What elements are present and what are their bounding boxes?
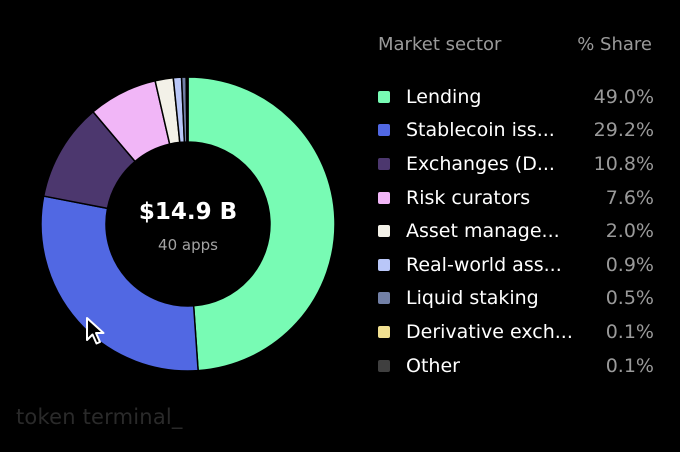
- legend-label: Exchanges (D...: [406, 152, 555, 175]
- arrow-cursor-icon: [86, 317, 105, 345]
- legend-swatch: [378, 90, 390, 103]
- legend-item[interactable]: Other 0.1%: [372, 349, 654, 383]
- legend-swatch: [378, 325, 390, 338]
- legend-item[interactable]: Asset manage... 2.0%: [372, 214, 654, 248]
- legend-item[interactable]: Stablecoin iss... 29.2%: [372, 114, 654, 148]
- legend-value: 0.9%: [605, 253, 654, 276]
- legend-item[interactable]: Risk curators 7.6%: [372, 181, 654, 215]
- legend-swatch: [378, 157, 390, 170]
- donut-slice[interactable]: [186, 76, 189, 143]
- center-subtitle: 40 apps: [158, 236, 218, 254]
- legend-value: 0.1%: [605, 354, 654, 377]
- legend-value: 7.6%: [605, 186, 654, 209]
- legend: Lending 49.0% Stablecoin iss... 29.2% Ex…: [372, 80, 654, 382]
- legend-label: Lending: [406, 85, 482, 108]
- legend-item[interactable]: Real-world ass... 0.9%: [372, 248, 654, 282]
- legend-label: Liquid staking: [406, 287, 539, 310]
- donut-chart: [40, 76, 336, 372]
- legend-value: 0.5%: [605, 287, 654, 310]
- donut-slice[interactable]: [187, 76, 336, 372]
- legend-label: Other: [406, 354, 460, 377]
- legend-header-share: % Share: [577, 34, 652, 55]
- donut-slice[interactable]: [40, 195, 199, 372]
- legend-swatch: [378, 292, 390, 305]
- legend-item[interactable]: Exchanges (D... 10.8%: [372, 147, 654, 181]
- legend-item[interactable]: Derivative exch... 0.1%: [372, 315, 654, 349]
- legend-swatch: [378, 258, 390, 271]
- legend-header-sector: Market sector: [378, 34, 502, 55]
- legend-value: 49.0%: [593, 85, 654, 108]
- legend-label: Derivative exch...: [406, 320, 573, 343]
- legend-label: Risk curators: [406, 186, 531, 209]
- legend-swatch: [378, 191, 390, 204]
- legend-swatch: [378, 225, 390, 238]
- legend-value: 2.0%: [605, 220, 654, 243]
- legend-value: 10.8%: [593, 152, 654, 175]
- legend-swatch: [378, 124, 390, 137]
- legend-label: Asset manage...: [406, 220, 560, 243]
- legend-item[interactable]: Lending 49.0%: [372, 80, 654, 114]
- brand-logo: token terminal_: [16, 405, 183, 429]
- legend-item[interactable]: Liquid staking 0.5%: [372, 282, 654, 316]
- legend-label: Real-world ass...: [406, 253, 562, 276]
- legend-label: Stablecoin iss...: [406, 119, 555, 142]
- center-total: $14.9 B: [138, 199, 238, 225]
- legend-swatch: [378, 359, 390, 372]
- legend-value: 0.1%: [605, 320, 654, 343]
- legend-value: 29.2%: [593, 119, 654, 142]
